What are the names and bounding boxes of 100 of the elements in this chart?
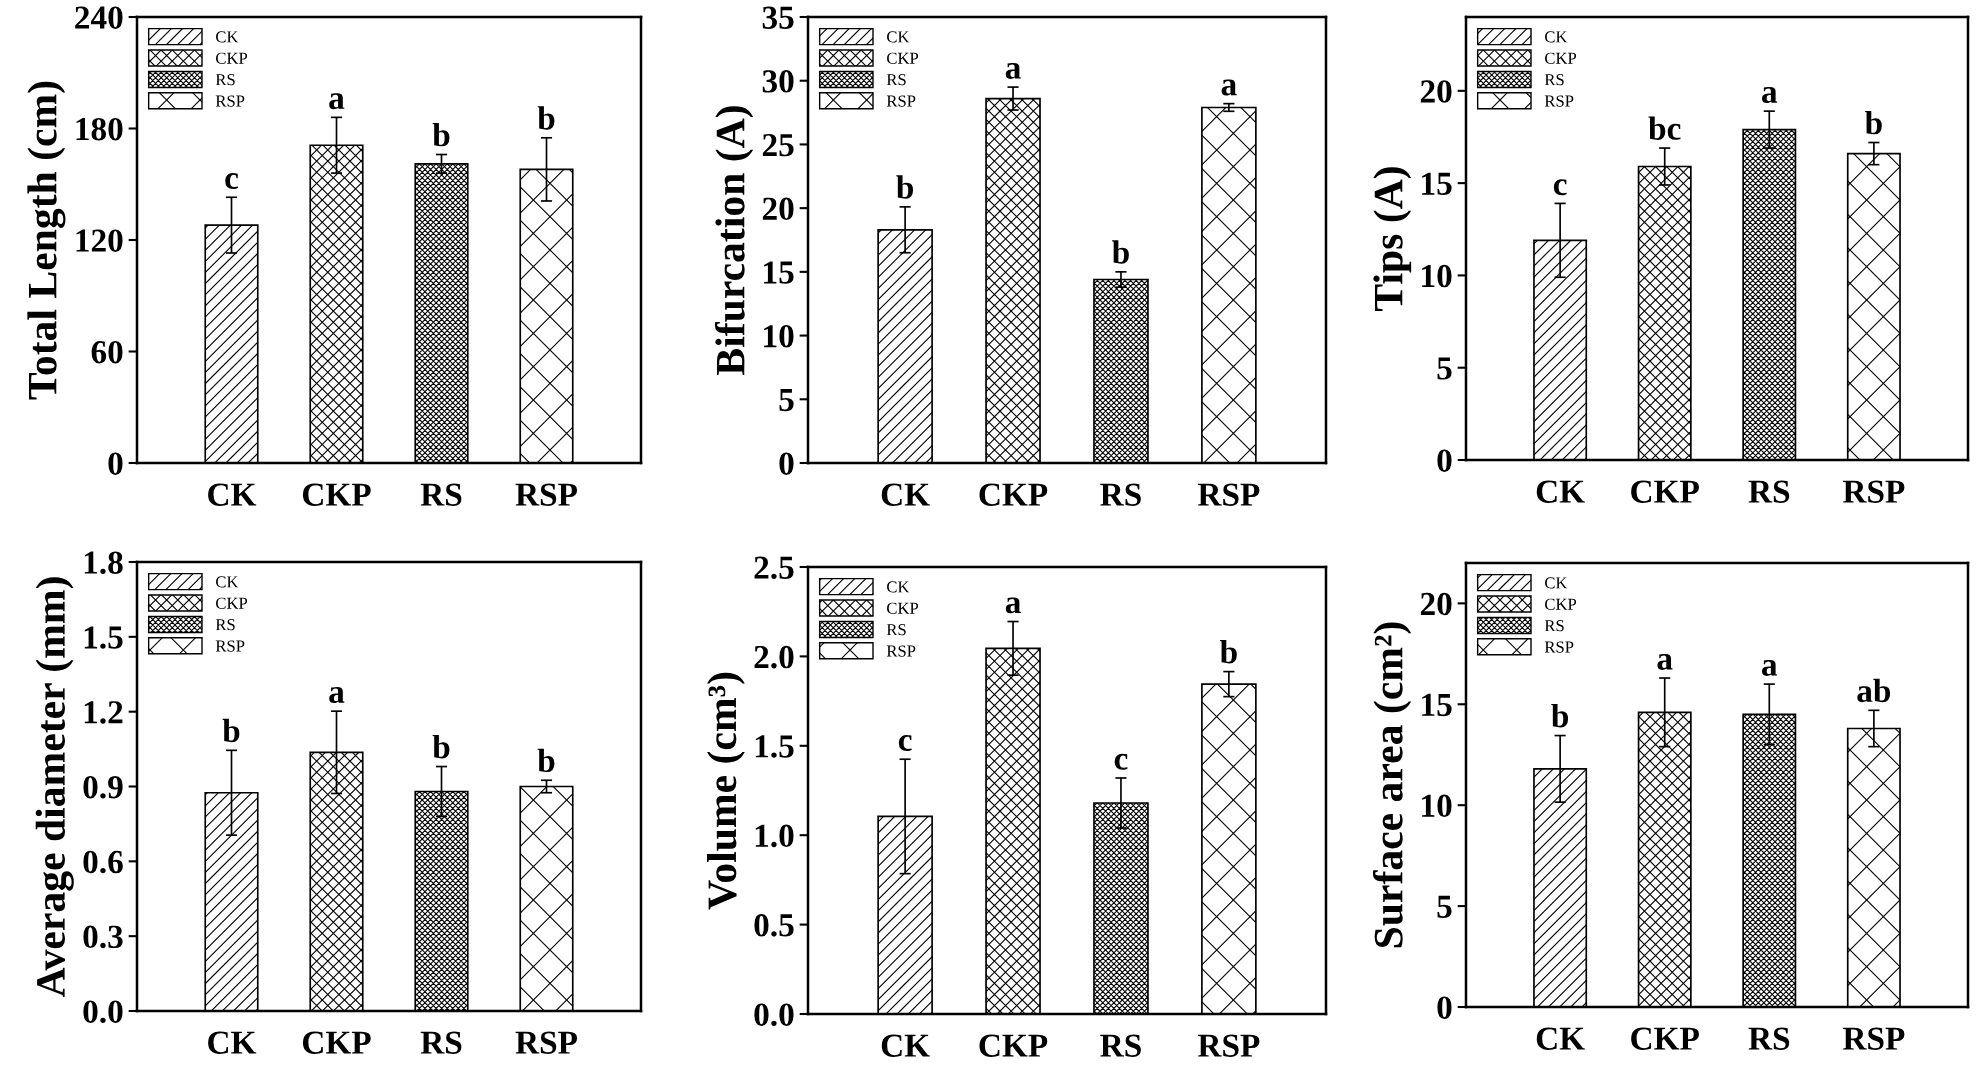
data-label: c: [1114, 753, 1128, 770]
x-tick-label: CK: [208, 483, 257, 506]
y-tick-label: 0.6: [83, 850, 123, 874]
y-tick-label: 25: [762, 133, 794, 157]
legend-label: RSP: [886, 645, 916, 657]
legend-label: CKP: [216, 597, 248, 609]
y-tick-label: 0.5: [754, 914, 794, 937]
y-tick-label: 0: [1437, 449, 1452, 472]
legend-label: CK: [887, 581, 910, 593]
y-tick-label: 180: [76, 117, 123, 141]
y-tick-label: 0: [108, 452, 123, 475]
data-label: c: [898, 735, 912, 752]
legend-label: RSP: [215, 640, 245, 652]
data-label: b: [222, 718, 240, 743]
y-tick-label: 35: [762, 6, 794, 29]
data-label: b: [432, 734, 450, 759]
y-tick-label: 1.8: [84, 551, 123, 575]
data-label: b: [1865, 110, 1882, 135]
y-tick-label: 10: [764, 324, 794, 348]
y-axis-title: Bifurcation (A): [714, 106, 754, 375]
x-tick-label: RS: [420, 1031, 462, 1054]
y-tick-label: 0.3: [83, 925, 123, 949]
legend-label: CKP: [216, 52, 248, 64]
y-tick-label: 1.5: [84, 626, 123, 649]
legend-label: CKP: [887, 52, 919, 64]
x-tick-label: RSP: [1197, 1034, 1260, 1057]
y-tick-label: 10: [1422, 794, 1452, 818]
y-tick-label: 0.0: [754, 1003, 794, 1027]
x-tick-label: CK: [1536, 480, 1585, 503]
data-label: bc: [1648, 116, 1681, 140]
legend-label: CK: [216, 576, 239, 588]
y-tick-label: 1.2: [84, 701, 123, 724]
y-tick-label: 2.5: [754, 556, 794, 580]
y-axis-title: Average diameter (mm): [35, 577, 74, 998]
y-tick-label: 15: [1422, 693, 1452, 717]
legend-label: RSP: [886, 95, 916, 107]
data-label: a: [329, 93, 345, 110]
y-tick-label: 0: [1437, 996, 1452, 1019]
legend-label: RSP: [1544, 95, 1574, 107]
y-axis-title: Volume (cm³): [707, 672, 745, 910]
data-label: c: [225, 173, 239, 190]
x-tick-label: CKP: [979, 1034, 1048, 1057]
y-tick-label: 5: [1437, 357, 1452, 380]
x-tick-label: RSP: [515, 1031, 578, 1054]
x-tick-label: RSP: [515, 483, 578, 506]
legend-label: CKP: [1545, 52, 1577, 64]
legend-label: RS: [1544, 620, 1564, 632]
x-tick-label: CK: [208, 1031, 257, 1054]
x-tick-label: RS: [1100, 1034, 1141, 1057]
y-tick-label: 2.0: [754, 645, 794, 669]
data-label: b: [537, 748, 555, 773]
data-label: a: [1221, 79, 1237, 96]
y-tick-label: 120: [76, 229, 123, 252]
legend-label: RS: [886, 624, 906, 636]
x-tick-label: CKP: [1631, 1027, 1699, 1050]
data-label: b: [896, 175, 914, 199]
data-label: b: [432, 122, 450, 147]
data-label: b: [537, 106, 555, 130]
x-tick-label: RS: [420, 483, 462, 506]
x-tick-label: RS: [1748, 480, 1790, 503]
y-tick-label: 15: [1422, 172, 1452, 196]
x-tick-label: RSP: [1842, 1027, 1905, 1050]
y-tick-label: 0.9: [83, 775, 123, 799]
data-label: a: [1657, 653, 1673, 670]
data-label: c: [1553, 179, 1567, 196]
data-label: a: [329, 687, 345, 704]
y-tick-label: 10: [1422, 264, 1452, 288]
legend-label: CK: [1545, 577, 1568, 589]
data-label: b: [1220, 639, 1237, 664]
legend-label: RSP: [215, 95, 245, 107]
legend-label: RS: [886, 74, 906, 86]
x-tick-label: CK: [1536, 1027, 1585, 1050]
legend-label: CKP: [1545, 598, 1577, 610]
x-tick-label: RSP: [1197, 483, 1260, 506]
y-tick-label: 15: [764, 261, 794, 284]
legend-label: CK: [887, 31, 910, 43]
x-tick-label: CK: [881, 1034, 930, 1057]
y-tick-label: 30: [762, 70, 794, 93]
y-tick-label: 0.0: [83, 1000, 123, 1024]
y-tick-label: 20: [1420, 80, 1452, 103]
x-tick-label: CKP: [302, 483, 371, 506]
data-label: a: [1762, 87, 1778, 103]
y-axis-title: Surface area (cm²): [1372, 622, 1412, 948]
legend-label: CKP: [887, 602, 919, 614]
y-axis-title: Total Length (cm): [27, 81, 66, 400]
y-tick-label: 5: [1437, 895, 1452, 918]
data-label: b: [1112, 240, 1129, 264]
y-tick-label: 0: [779, 452, 794, 475]
data-label: a: [1005, 62, 1021, 79]
legend-label: RS: [215, 619, 235, 631]
legend-label: CK: [216, 31, 239, 43]
legend-label: RS: [215, 74, 235, 86]
x-tick-label: CK: [881, 483, 930, 506]
legend-label: RSP: [1544, 641, 1574, 653]
y-tick-label: 1.5: [755, 735, 794, 758]
legend-label: CK: [1545, 31, 1568, 43]
x-tick-label: RSP: [1842, 480, 1905, 503]
x-tick-label: CKP: [1631, 480, 1699, 503]
y-tick-label: 240: [75, 6, 123, 29]
data-label: a: [1762, 659, 1778, 676]
